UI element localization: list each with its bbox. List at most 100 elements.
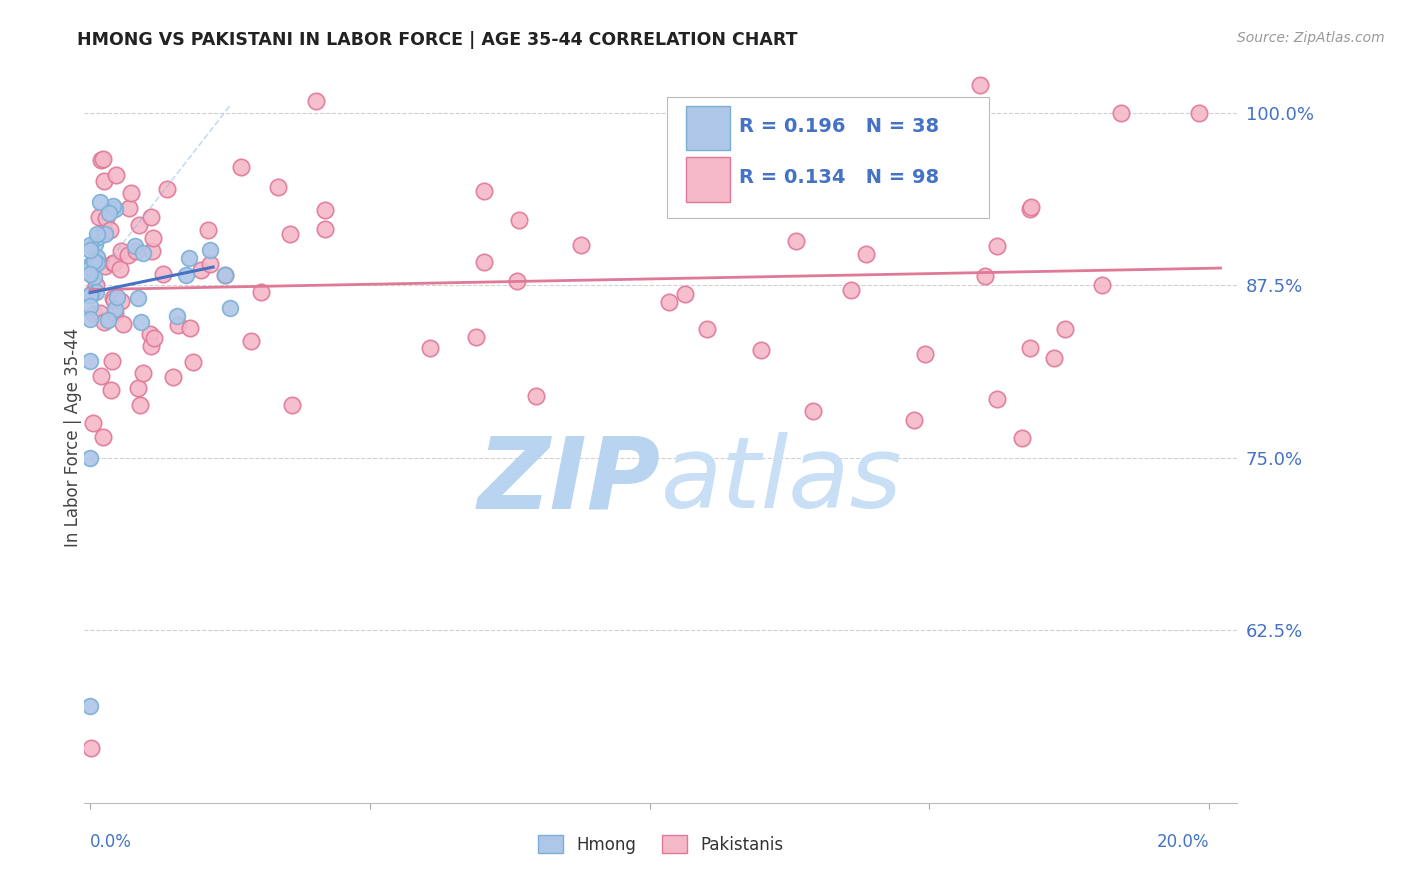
Point <box>93 430 115 444</box>
Point <box>162 370 184 384</box>
Point <box>80 740 103 755</box>
Point <box>127 291 149 305</box>
Point <box>1019 202 1042 217</box>
Point <box>117 248 139 262</box>
FancyBboxPatch shape <box>686 106 730 151</box>
Point <box>167 318 190 332</box>
FancyBboxPatch shape <box>666 97 990 218</box>
Point <box>824 153 846 168</box>
Point <box>79 238 101 252</box>
Point <box>914 347 936 361</box>
Point <box>101 256 124 270</box>
Point <box>1109 105 1132 120</box>
Point <box>419 341 441 355</box>
Point <box>197 223 219 237</box>
Point <box>177 251 200 265</box>
Point <box>104 306 127 320</box>
Point <box>84 278 107 293</box>
Point <box>86 256 108 270</box>
Point <box>139 326 162 341</box>
Point <box>152 267 174 281</box>
Point <box>267 179 290 194</box>
Point <box>86 252 108 267</box>
Point <box>94 211 117 225</box>
Point <box>83 253 105 268</box>
Point <box>83 259 105 273</box>
Point <box>801 404 824 418</box>
Point <box>142 330 165 344</box>
Point <box>785 234 807 248</box>
Point <box>986 238 1008 252</box>
Point <box>1043 351 1066 365</box>
Text: R = 0.134   N = 98: R = 0.134 N = 98 <box>740 168 939 187</box>
Point <box>214 268 236 282</box>
Point <box>89 195 111 210</box>
Point <box>118 201 141 215</box>
Point <box>82 258 104 272</box>
Point <box>1053 322 1076 336</box>
Point <box>79 261 101 276</box>
Point <box>305 94 328 108</box>
Point <box>669 193 692 207</box>
Point <box>94 225 117 239</box>
Point <box>524 388 547 402</box>
Point <box>129 398 152 412</box>
Point <box>181 354 204 368</box>
Text: R = 0.196   N = 38: R = 0.196 N = 38 <box>740 117 939 136</box>
Point <box>231 161 253 175</box>
Point <box>82 416 104 430</box>
Point <box>79 354 101 368</box>
Point <box>198 243 221 257</box>
Point <box>97 313 120 327</box>
Point <box>250 285 273 299</box>
Point <box>218 301 240 315</box>
Point <box>240 334 263 348</box>
Point <box>166 309 188 323</box>
Point <box>127 381 149 395</box>
Point <box>108 261 131 276</box>
Point <box>100 383 122 397</box>
Point <box>1011 431 1033 445</box>
Point <box>1188 105 1211 120</box>
Text: Source: ZipAtlas.com: Source: ZipAtlas.com <box>1237 31 1385 45</box>
Point <box>91 152 114 166</box>
Point <box>973 268 995 283</box>
Point <box>86 250 108 264</box>
Point <box>749 343 772 357</box>
Point <box>128 218 150 232</box>
Point <box>969 78 991 92</box>
Point <box>472 255 495 269</box>
Point <box>179 321 201 335</box>
Point <box>120 186 142 201</box>
Point <box>101 291 124 305</box>
Point <box>79 243 101 257</box>
Point <box>125 244 148 258</box>
Point <box>83 270 105 285</box>
Point <box>79 288 101 302</box>
Point <box>79 311 101 326</box>
Point <box>87 230 110 244</box>
Point <box>103 199 125 213</box>
Point <box>87 210 110 224</box>
Point <box>214 268 236 282</box>
Point <box>79 450 101 465</box>
Point <box>1019 200 1042 214</box>
Point <box>986 392 1008 407</box>
Point <box>132 367 155 381</box>
Point <box>505 274 527 288</box>
Point <box>79 288 101 302</box>
Point <box>1091 277 1114 292</box>
Point <box>658 295 681 310</box>
Point <box>839 283 862 297</box>
Point <box>82 285 104 300</box>
Point <box>472 184 495 198</box>
Point <box>129 315 152 329</box>
Point <box>110 244 132 259</box>
Point <box>142 230 165 244</box>
Point <box>139 339 162 353</box>
Point <box>110 294 132 309</box>
Point <box>93 227 115 241</box>
Point <box>97 206 120 220</box>
Point <box>190 263 212 277</box>
Point <box>174 268 197 282</box>
